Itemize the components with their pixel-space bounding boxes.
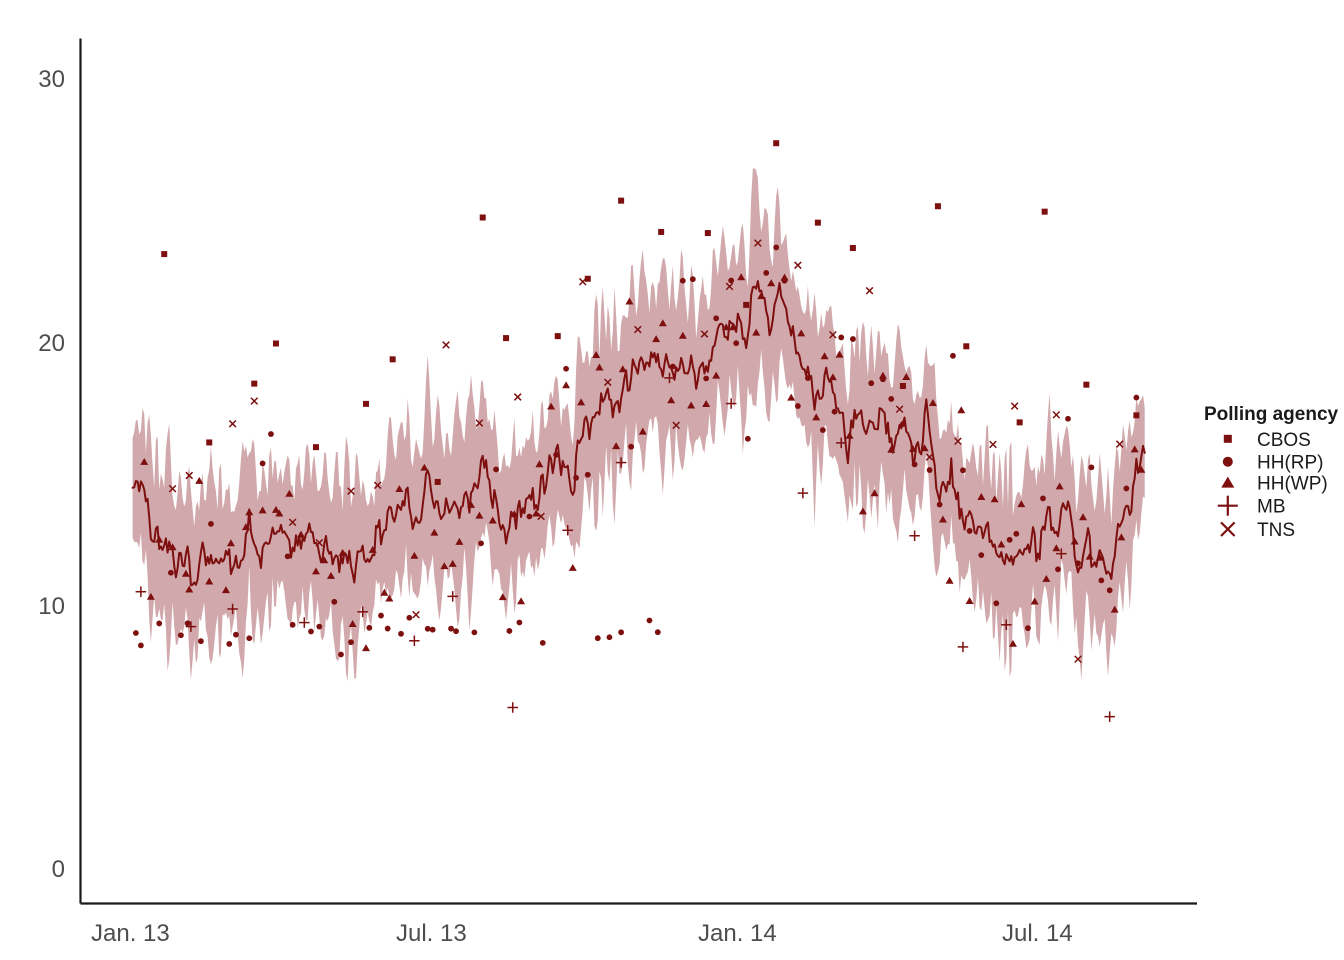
svg-text:HH(WP): HH(WP)	[1257, 474, 1328, 495]
svg-text:Polling agency: Polling agency	[1204, 404, 1339, 425]
svg-text:20: 20	[38, 330, 65, 357]
svg-text:0: 0	[52, 856, 65, 883]
svg-text:Jan. 13: Jan. 13	[91, 920, 170, 947]
svg-text:HH(RP): HH(RP)	[1257, 453, 1324, 474]
svg-text:MB: MB	[1257, 497, 1286, 518]
svg-text:TNS: TNS	[1257, 520, 1295, 541]
svg-text:Jan. 14: Jan. 14	[698, 920, 777, 947]
svg-text:CBOS: CBOS	[1257, 430, 1311, 451]
svg-text:10: 10	[38, 593, 65, 620]
svg-text:Jul. 14: Jul. 14	[1002, 920, 1073, 947]
svg-text:Jul. 13: Jul. 13	[396, 920, 467, 947]
svg-text:30: 30	[38, 66, 65, 93]
